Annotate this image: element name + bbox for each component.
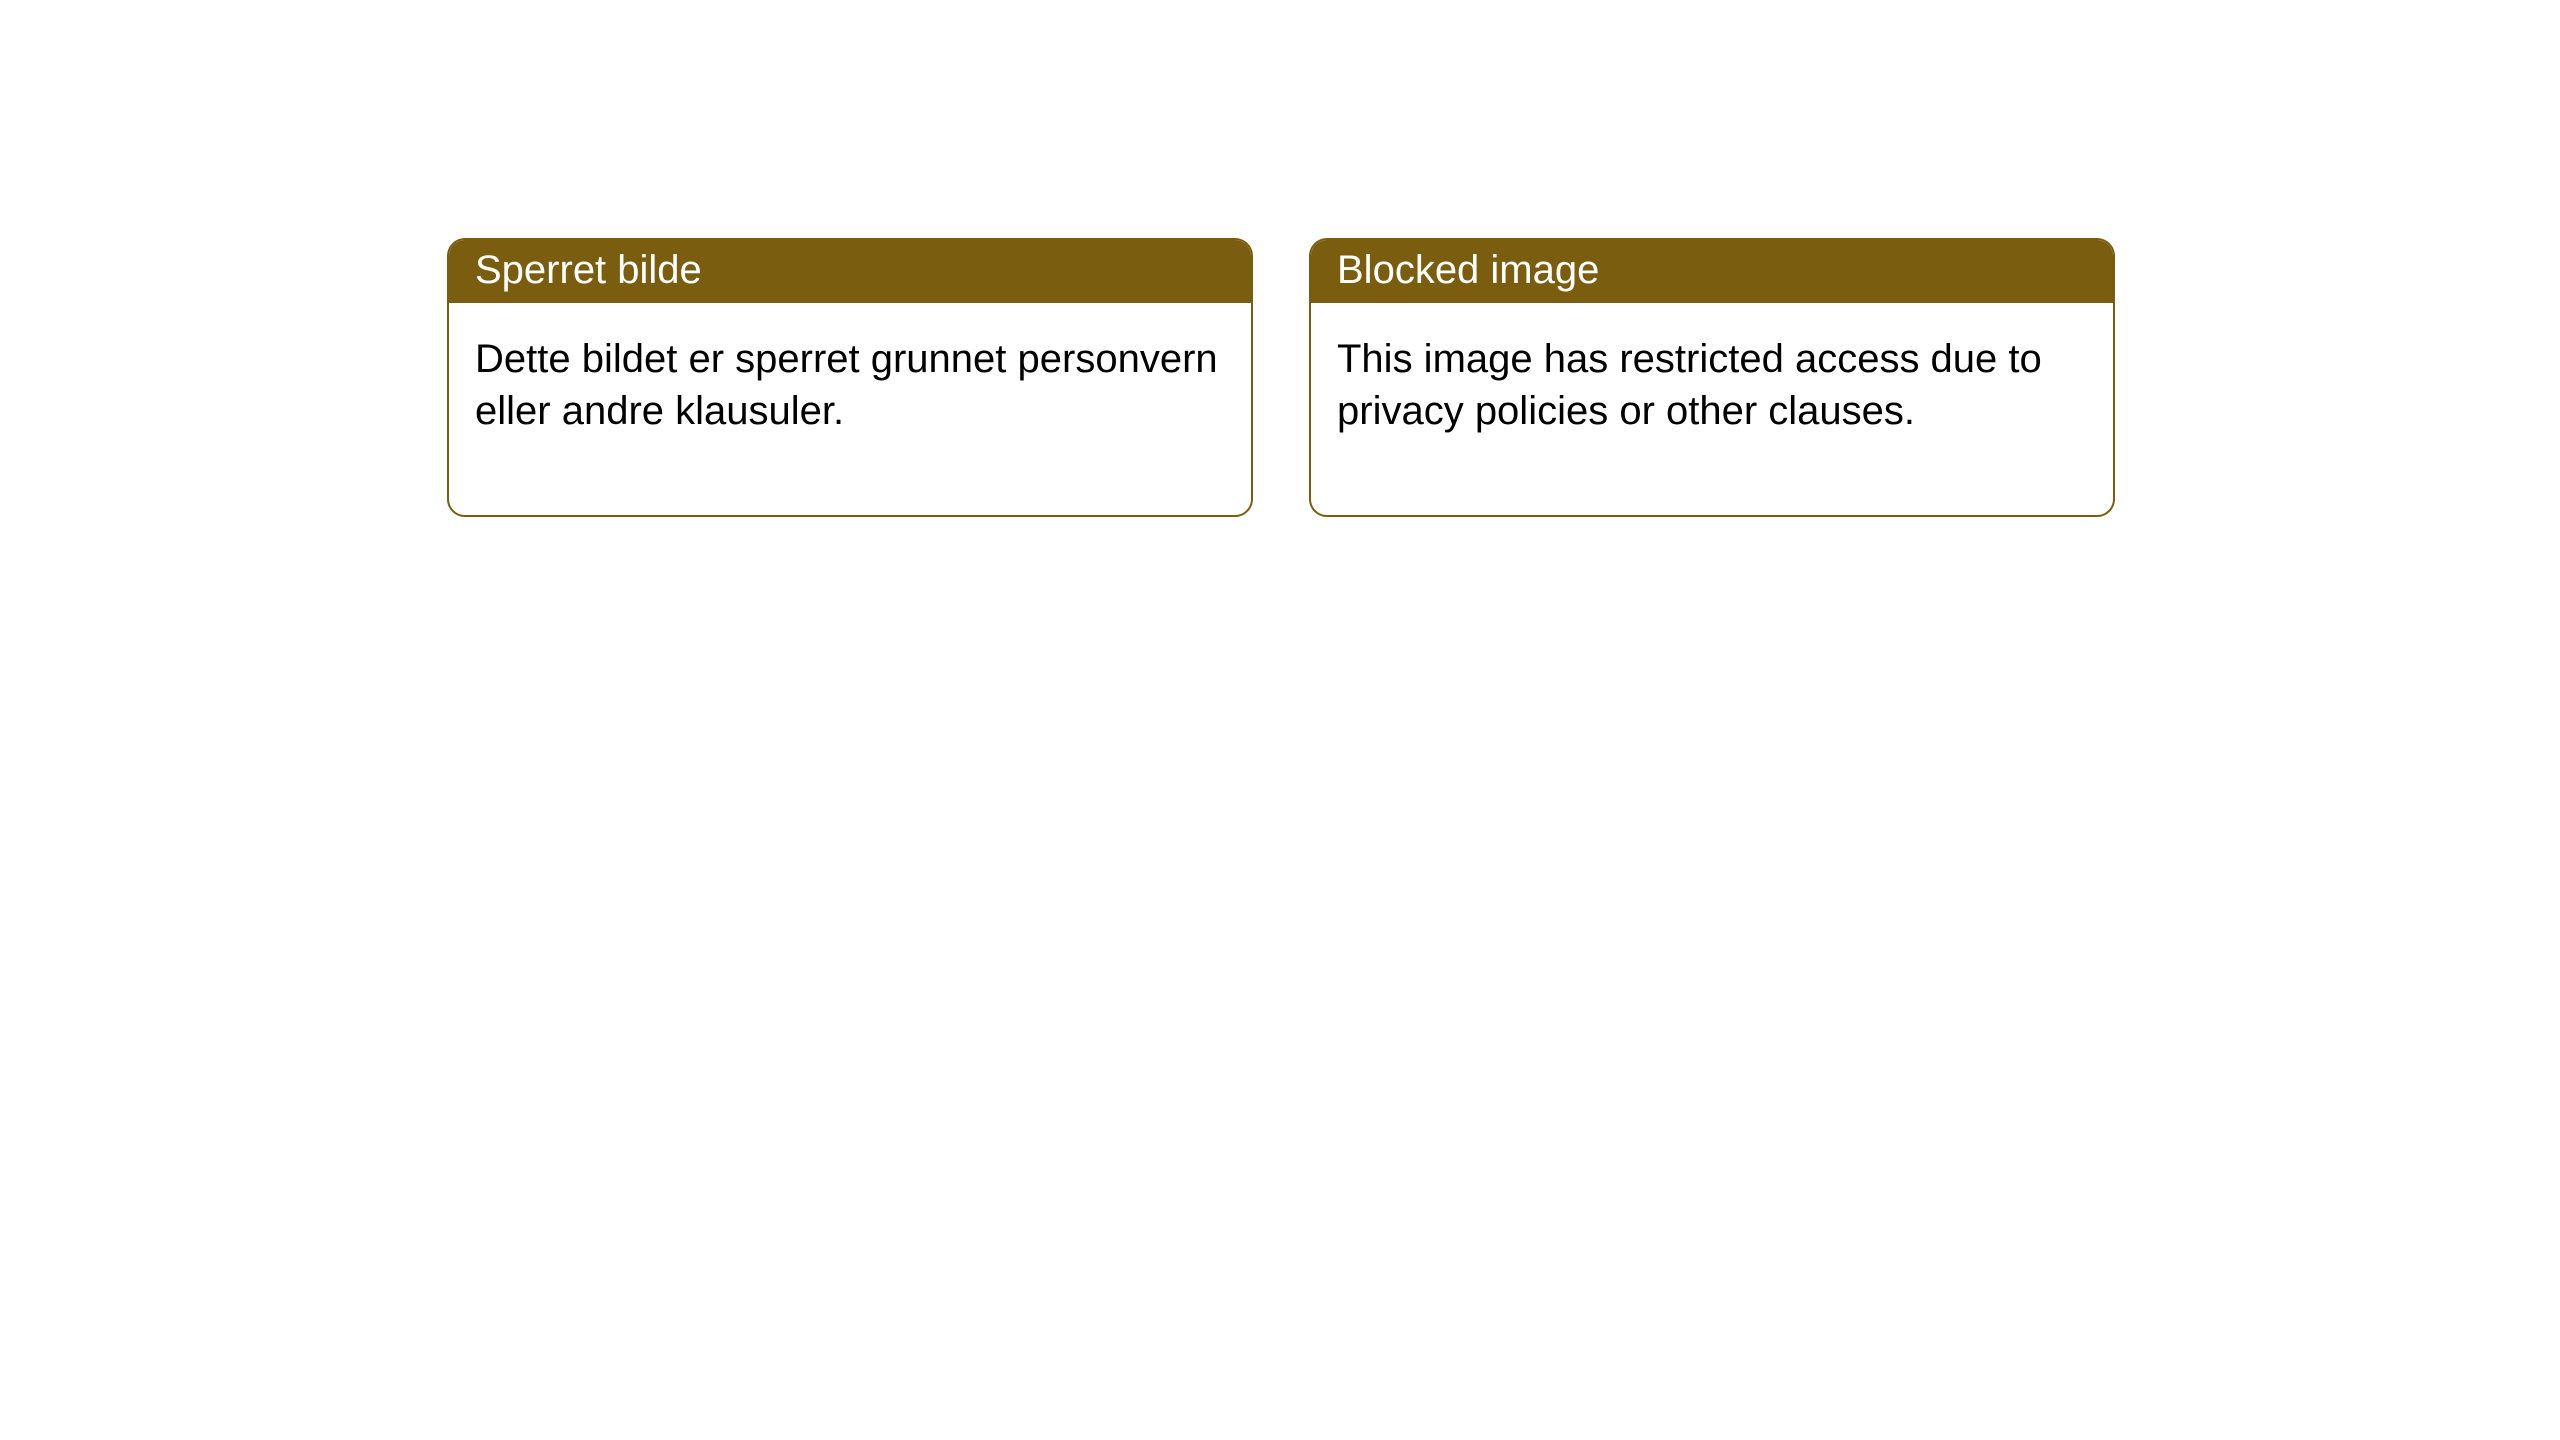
card-body-text: Dette bildet er sperret grunnet personve… — [475, 337, 1218, 433]
blocked-image-card-no: Sperret bilde Dette bildet er sperret gr… — [447, 238, 1253, 517]
blocked-image-notice-container: Sperret bilde Dette bildet er sperret gr… — [447, 238, 2115, 517]
card-body: This image has restricted access due to … — [1311, 303, 2113, 515]
card-body-text: This image has restricted access due to … — [1337, 337, 2042, 433]
card-header: Blocked image — [1311, 240, 2113, 303]
blocked-image-card-en: Blocked image This image has restricted … — [1309, 238, 2115, 517]
card-body: Dette bildet er sperret grunnet personve… — [449, 303, 1251, 515]
card-header: Sperret bilde — [449, 240, 1251, 303]
card-title: Sperret bilde — [475, 248, 702, 292]
card-title: Blocked image — [1337, 248, 1599, 292]
